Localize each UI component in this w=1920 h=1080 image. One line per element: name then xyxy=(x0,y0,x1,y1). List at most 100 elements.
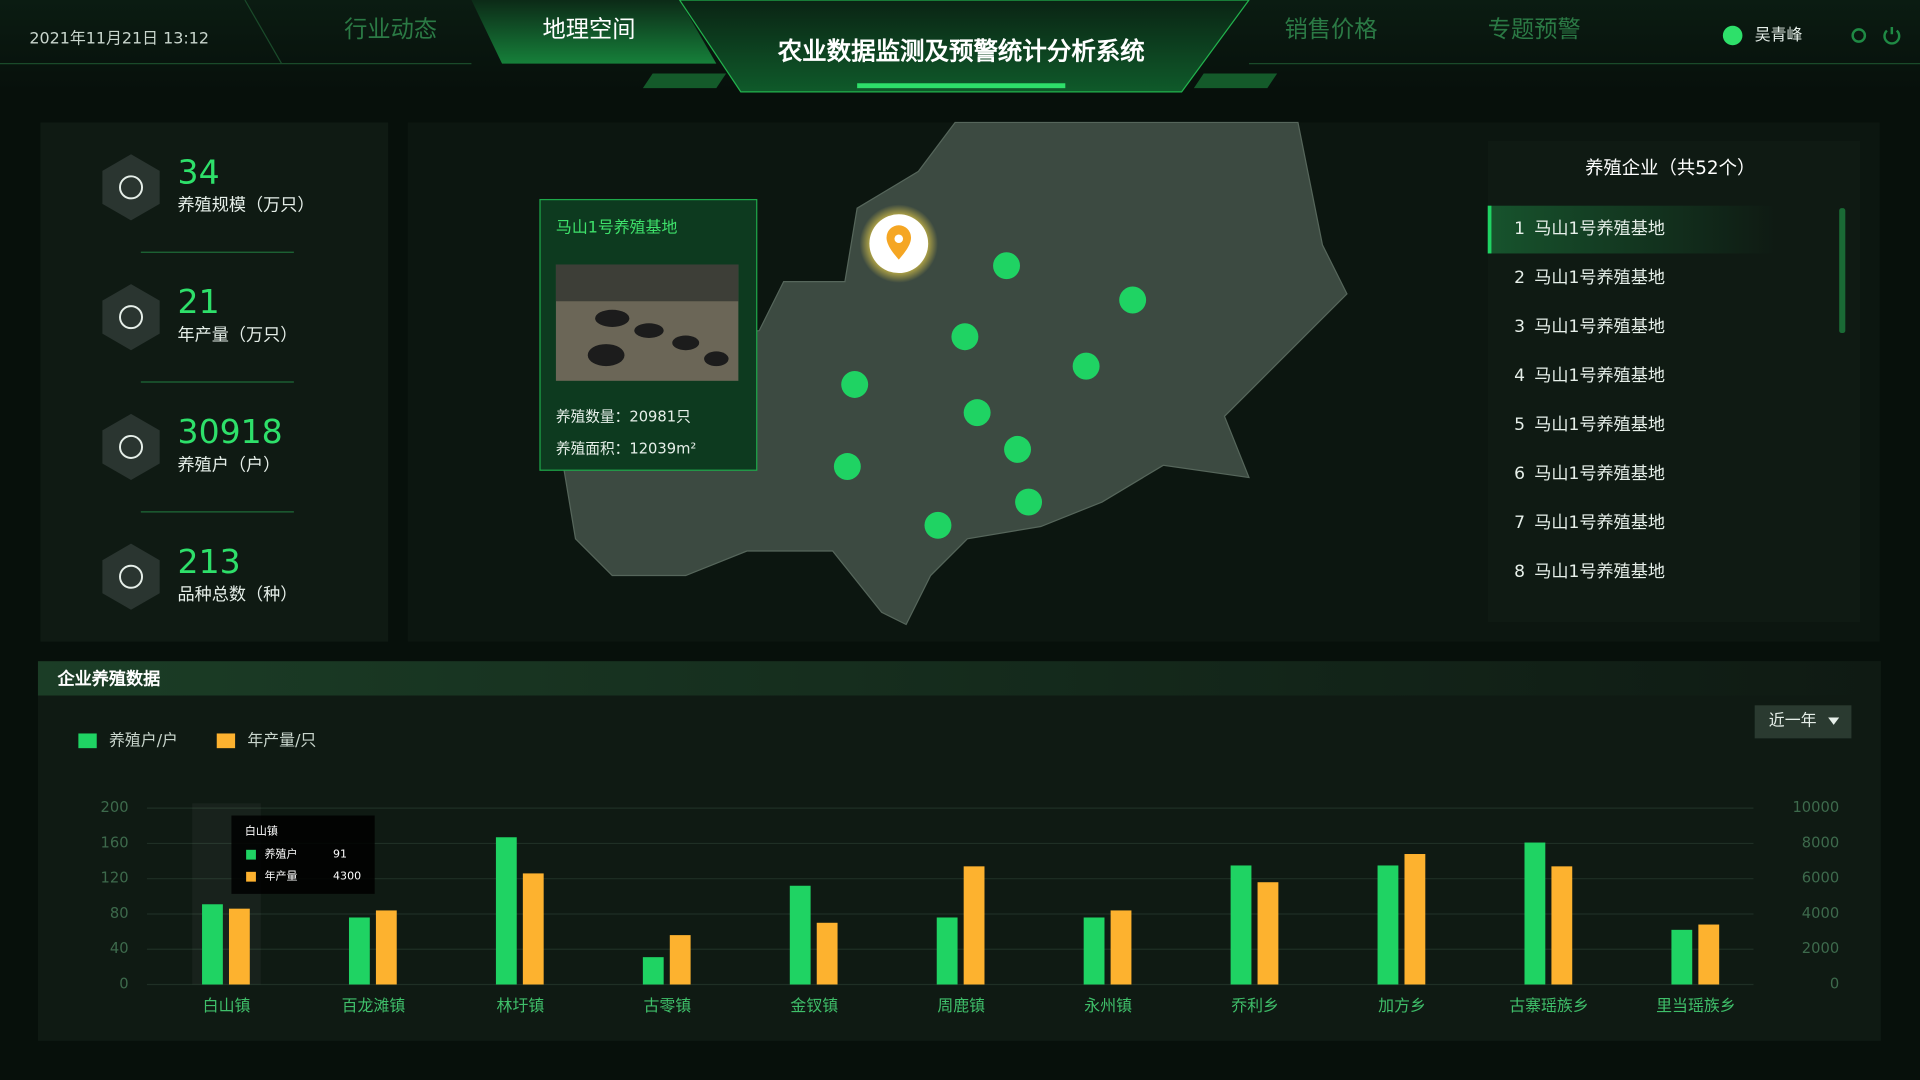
nav-tab[interactable]: 专题预警 xyxy=(1488,16,1581,43)
power-icon[interactable] xyxy=(1883,26,1901,45)
bar[interactable] xyxy=(1257,882,1279,985)
bar[interactable] xyxy=(669,935,691,985)
stat-value: 21 xyxy=(178,282,220,321)
y2-tick-label: 10000 xyxy=(1792,799,1839,816)
tooltip-label: 养殖户 xyxy=(264,847,297,861)
map-marker[interactable] xyxy=(951,323,979,351)
bar[interactable] xyxy=(936,917,958,985)
bar[interactable] xyxy=(1698,924,1720,985)
list-name[interactable]: 马山1号养殖基地 xyxy=(1534,218,1665,239)
list-rank[interactable]: 8 xyxy=(1514,562,1525,582)
list-name[interactable]: 马山1号养殖基地 xyxy=(1534,561,1665,582)
tooltip-swatch xyxy=(246,849,256,860)
map-marker[interactable] xyxy=(924,511,952,539)
bar[interactable] xyxy=(1083,917,1105,985)
map-marker[interactable] xyxy=(993,252,1020,280)
list-name[interactable]: 马山1号养殖基地 xyxy=(1534,316,1665,337)
map-region xyxy=(562,121,1348,626)
bar[interactable] xyxy=(642,957,664,985)
bar[interactable] xyxy=(202,904,223,985)
map-marker[interactable] xyxy=(841,371,869,398)
stat-label: 年产量（万只） xyxy=(178,326,298,346)
legend-swatch[interactable] xyxy=(216,733,236,749)
nav-tab[interactable]: 行业动态 xyxy=(344,16,437,43)
bar[interactable] xyxy=(348,917,370,985)
x-tick-label: 古寨瑶族乡 xyxy=(1509,996,1589,1015)
chart-header xyxy=(37,661,1881,696)
bar[interactable] xyxy=(1404,854,1426,985)
list-rank[interactable]: 3 xyxy=(1514,317,1525,337)
tooltip-value: 91 xyxy=(333,848,347,861)
x-tick-label: 古零镇 xyxy=(643,996,691,1015)
bar[interactable] xyxy=(1377,865,1399,985)
bar[interactable] xyxy=(1524,842,1546,985)
stats-group: 34 养殖规模（万只） 21 年产量（万只） 30918 养殖户（户） 213 品种总数（种） xyxy=(102,152,315,610)
list-name[interactable]: 马山1号养殖基地 xyxy=(1534,267,1665,288)
bar[interactable] xyxy=(375,910,397,985)
x-tick-label: 林圩镇 xyxy=(497,996,545,1015)
y-tick-label: 80 xyxy=(110,905,129,922)
legend-label[interactable]: 养殖户/户 xyxy=(109,730,178,749)
bar[interactable] xyxy=(1230,865,1252,985)
dropdown-arrow xyxy=(1828,717,1840,725)
period-label[interactable]: 近一年 xyxy=(1769,711,1817,730)
list-name[interactable]: 马山1号养殖基地 xyxy=(1534,414,1665,435)
header-lines xyxy=(0,0,1920,65)
list-name[interactable]: 马山1号养殖基地 xyxy=(1534,365,1665,386)
stat-value: 30918 xyxy=(178,412,283,451)
nav-tab[interactable]: 销售价格 xyxy=(1285,16,1378,43)
list-rank[interactable]: 4 xyxy=(1514,366,1525,386)
list-rank[interactable]: 7 xyxy=(1514,513,1525,533)
map-marker[interactable] xyxy=(963,399,991,427)
list-rank[interactable]: 2 xyxy=(1514,268,1525,288)
map-marker[interactable] xyxy=(1004,435,1032,463)
stat-icon-bg xyxy=(102,413,160,480)
stat-value: 213 xyxy=(178,542,241,581)
y-tick-label: 0 xyxy=(119,975,128,992)
x-tick-label: 白山镇 xyxy=(203,996,251,1015)
user-name[interactable]: 吴青峰 xyxy=(1755,25,1803,44)
x-tick-label: 百龙滩镇 xyxy=(342,996,406,1015)
y2-tick-label: 8000 xyxy=(1802,834,1839,851)
bar[interactable] xyxy=(1110,910,1132,985)
scrollbar[interactable] xyxy=(1839,208,1846,334)
stat-icon-bg xyxy=(102,543,160,610)
bar[interactable] xyxy=(1551,866,1573,985)
nav-tab-active[interactable]: 地理空间 xyxy=(542,16,635,43)
photo-animals xyxy=(587,309,729,367)
bar[interactable] xyxy=(816,922,838,985)
pin-dot xyxy=(894,234,904,244)
list-rank[interactable]: 6 xyxy=(1514,464,1525,484)
bar[interactable] xyxy=(1671,929,1693,985)
bar[interactable] xyxy=(789,885,811,985)
bar[interactable] xyxy=(495,837,517,985)
tooltip-label: 年产量 xyxy=(264,869,297,883)
map-marker[interactable] xyxy=(1072,352,1100,380)
map-marker[interactable] xyxy=(833,453,861,480)
bar[interactable] xyxy=(963,866,985,985)
list-name[interactable]: 马山1号养殖基地 xyxy=(1534,512,1665,533)
title-bg xyxy=(678,0,1250,93)
legend-label[interactable]: 年产量/只 xyxy=(247,730,316,749)
list-title: 养殖企业（共52个） xyxy=(1585,157,1755,179)
bar[interactable] xyxy=(228,908,250,985)
bar[interactable] xyxy=(522,873,544,985)
map-marker[interactable] xyxy=(1119,286,1147,314)
y-tick-label: 120 xyxy=(101,870,129,887)
list-rank[interactable]: 1 xyxy=(1514,219,1525,239)
stat-label: 品种总数（种） xyxy=(178,585,298,605)
map-marker[interactable] xyxy=(1015,488,1043,516)
list-name[interactable]: 马山1号养殖基地 xyxy=(1534,463,1665,484)
y2-tick-label: 2000 xyxy=(1802,940,1839,957)
x-tick-label: 周鹿镇 xyxy=(937,996,985,1015)
y2-tick-label: 0 xyxy=(1830,975,1839,992)
user-icon[interactable] xyxy=(1722,25,1743,46)
tooltip-swatch xyxy=(246,871,256,882)
stat-icon xyxy=(119,175,144,200)
settings-icon[interactable] xyxy=(1851,28,1867,43)
y-tick-label: 160 xyxy=(101,834,129,851)
list-rank[interactable]: 5 xyxy=(1514,415,1525,435)
app-title: 农业数据监测及预警统计分析系统 xyxy=(777,37,1145,66)
legend-swatch[interactable] xyxy=(78,733,97,749)
